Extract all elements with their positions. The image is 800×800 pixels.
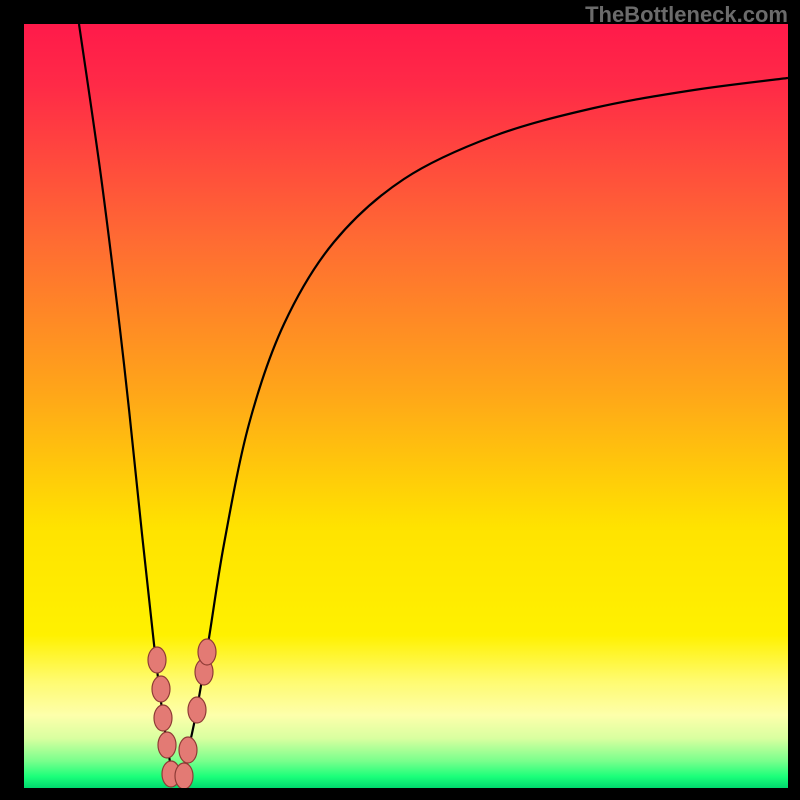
data-marker bbox=[175, 763, 193, 788]
chart-container: TheBottleneck.com bbox=[0, 0, 800, 800]
data-marker bbox=[148, 647, 166, 673]
plot-area bbox=[24, 24, 788, 788]
data-marker bbox=[154, 705, 172, 731]
watermark-text: TheBottleneck.com bbox=[585, 2, 788, 28]
curve-layer bbox=[24, 24, 788, 788]
curve-right-branch bbox=[176, 78, 788, 782]
data-marker bbox=[152, 676, 170, 702]
data-marker bbox=[188, 697, 206, 723]
data-marker bbox=[179, 737, 197, 763]
data-marker bbox=[158, 732, 176, 758]
data-marker bbox=[198, 639, 216, 665]
